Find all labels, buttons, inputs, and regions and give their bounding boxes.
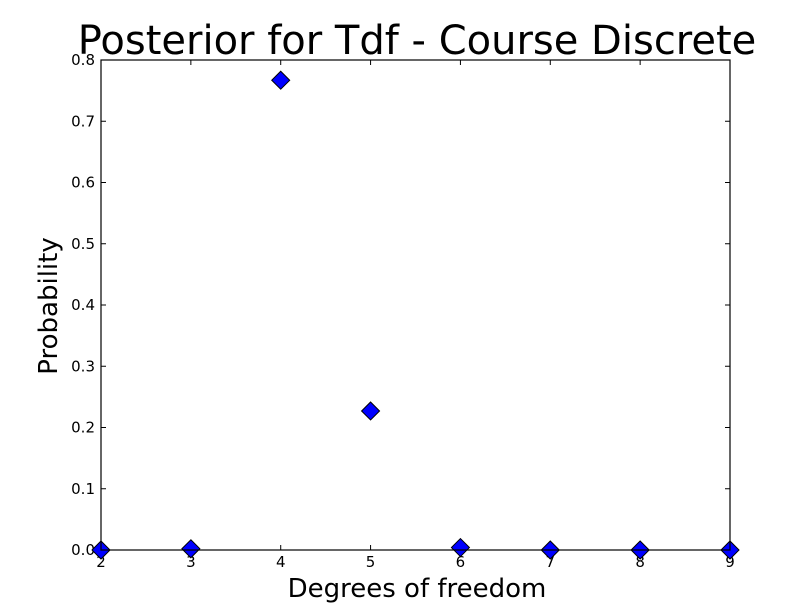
plot-frame	[100, 59, 731, 551]
x-axis-label: Degrees of freedom	[288, 574, 547, 604]
x-tick-label: 8	[635, 553, 645, 571]
tick-labels: 2 3 4 5 6 7 8 9 0.0 0.1 0.2 0.3 0.4 0.5 0.6 0.7 0.8	[71, 51, 735, 571]
y-tick-label: 0.0	[71, 541, 95, 559]
y-tick-label: 0.5	[71, 235, 95, 253]
data-points	[91, 70, 740, 560]
y-tick-label: 0.2	[71, 419, 95, 437]
data-point-diamond	[271, 70, 291, 90]
x-tick-label: 5	[366, 553, 376, 571]
x-tick-label: 6	[456, 553, 466, 571]
x-tick-label: 4	[276, 553, 286, 571]
y-tick-label: 0.3	[71, 357, 95, 375]
axis-ticks	[100, 59, 731, 551]
chart-title: Posterior for Tdf - Course Discrete	[78, 18, 757, 64]
data-point-diamond	[360, 401, 381, 421]
y-tick-label: 0.8	[71, 51, 95, 69]
y-tick-label: 0.7	[71, 112, 95, 130]
x-tick-label: 3	[186, 553, 196, 571]
y-tick-label: 0.1	[71, 480, 95, 498]
x-tick-label: 2	[96, 553, 106, 571]
y-tick-label: 0.6	[71, 174, 95, 192]
data-point-diamond	[181, 539, 201, 559]
y-tick-label: 0.4	[71, 296, 95, 314]
x-tick-label: 9	[725, 553, 735, 571]
y-axis-label: Probability	[34, 237, 64, 374]
x-tick-label: 7	[546, 553, 556, 571]
data-point-diamond	[450, 537, 471, 558]
